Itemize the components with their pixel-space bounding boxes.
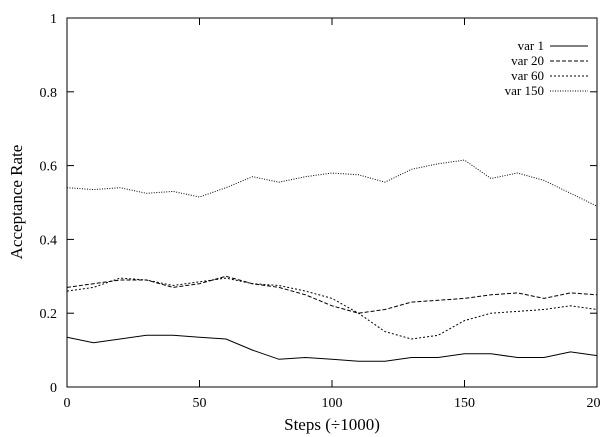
y-tick-label: 0.4 bbox=[40, 233, 58, 248]
x-tick-label: 200 bbox=[587, 396, 601, 411]
y-tick-label: 0.2 bbox=[40, 307, 58, 322]
plot-series bbox=[66, 159, 598, 362]
series-line-4 bbox=[66, 159, 598, 207]
legend-label: var 150 bbox=[505, 83, 544, 98]
legend-label: var 20 bbox=[511, 53, 544, 68]
series-line-2 bbox=[66, 275, 598, 314]
series-line-3 bbox=[66, 277, 598, 340]
legend-label: var 60 bbox=[511, 68, 544, 83]
x-tick-label: 50 bbox=[193, 396, 207, 411]
legend-label: var 1 bbox=[518, 38, 544, 53]
y-tick-label: 0.6 bbox=[40, 160, 58, 175]
x-tick-label: 150 bbox=[454, 396, 475, 411]
y-axis: 0 0.2 0.4 0.6 0.8 1 bbox=[40, 12, 597, 396]
x-tick-label: 100 bbox=[322, 396, 343, 411]
x-tick-label: 0 bbox=[64, 396, 71, 411]
series-line-1 bbox=[66, 334, 598, 362]
y-tick-label: 0 bbox=[50, 381, 57, 396]
x-axis-title: Steps (÷1000) bbox=[284, 415, 380, 434]
x-axis: 0 50 100 150 200 bbox=[64, 18, 601, 411]
y-tick-label: 1 bbox=[50, 12, 57, 27]
y-axis-title: Acceptance Rate bbox=[7, 145, 26, 260]
y-tick-label: 0.8 bbox=[40, 86, 58, 101]
